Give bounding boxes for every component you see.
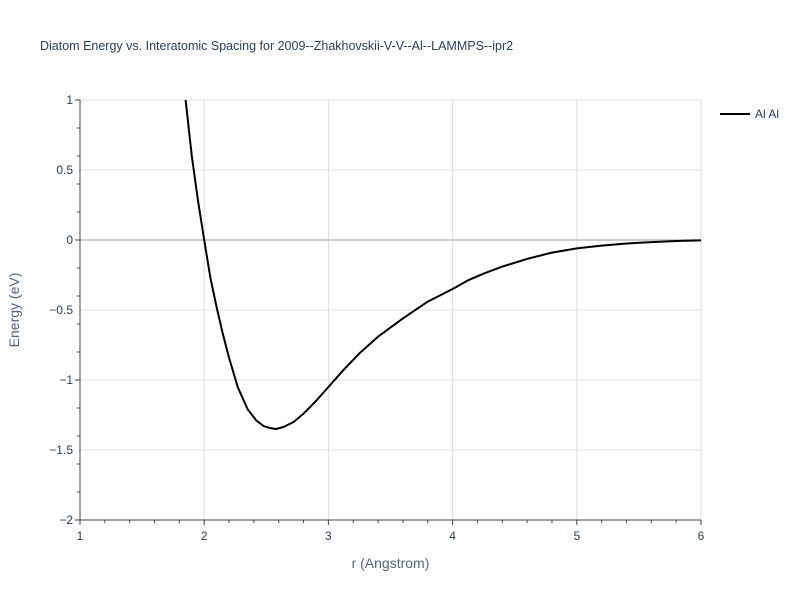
x-tick-label: 2 [201,529,208,543]
legend[interactable]: Al Al [720,107,779,121]
x-tick-label: 5 [573,529,580,543]
y-tick-label: −0.5 [49,303,73,317]
legend-item-label[interactable]: Al Al [755,107,779,121]
y-tick-label: 1 [66,93,73,107]
y-tick-label: −1.5 [49,443,73,457]
grid [80,99,702,520]
x-tick-label: 6 [698,529,705,543]
y-tick-label: −1 [59,373,73,387]
y-tick-label: 0 [66,233,73,247]
axes [75,99,702,525]
y-tick-label: 0.5 [56,163,73,177]
chart-title: Diatom Energy vs. Interatomic Spacing fo… [40,39,513,53]
series-lines [184,100,701,430]
y-axis-title: Energy (eV) [6,273,22,348]
x-tick-label: 3 [325,529,332,543]
tick-labels: 1 2 3 4 5 6 1 0.5 0 −0.5 −1 −1.5 −2 [49,93,704,543]
y-tick-label: −2 [59,513,73,527]
x-axis-title: r (Angstrom) [352,555,430,571]
x-tick-label: 4 [449,529,456,543]
x-tick-label: 1 [77,529,84,543]
series-line [184,100,701,430]
